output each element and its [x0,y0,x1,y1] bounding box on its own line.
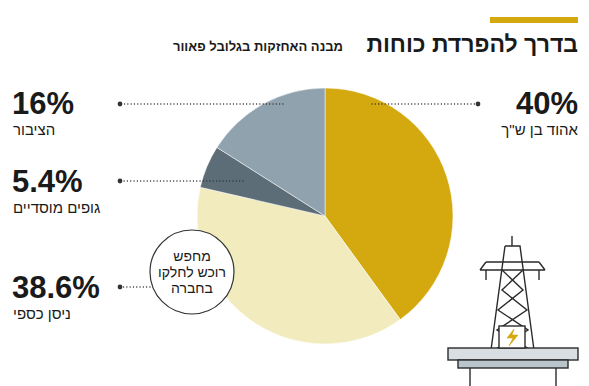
data-label: 38.6% [12,270,100,305]
leader-line [120,180,243,181]
data-label: 16% [12,86,74,121]
category-label: הציבור [13,121,55,138]
annotation-text: רוכש לחלקו [158,264,226,280]
category-label: ניסן כספי [13,305,71,322]
tower-base [458,360,568,368]
pie [197,88,453,344]
leader-dot [118,179,123,184]
leader-line [120,286,150,287]
category-label: אהוד בן ש"ך [501,121,578,138]
subtitle: מבנה האחזקות בגלובל פאוור [173,39,343,54]
tower-icon [448,236,578,386]
tower-box [499,326,525,348]
leader-line [120,103,283,104]
chart-root: בדרך להפרדת כוחות מבנה האחזקות בגלובל פאו… [0,0,589,386]
annotation-text: מחפש [173,248,211,264]
annotation-text: בחברה [171,280,213,296]
annotation-bubble [150,230,234,314]
pie-slice [217,88,325,216]
leader-dot [476,102,481,107]
category-label: גופים מוסדיים [13,199,100,216]
data-label: 40% [516,86,578,121]
tower-base [448,348,578,360]
leader-dot [118,102,123,107]
leader-line [372,103,478,104]
header-bar [490,17,578,23]
data-label: 5.4% [12,164,83,199]
bolt-icon [507,329,518,346]
leader-dot [118,285,123,290]
title: בדרך להפרדת כוחות [366,31,578,57]
